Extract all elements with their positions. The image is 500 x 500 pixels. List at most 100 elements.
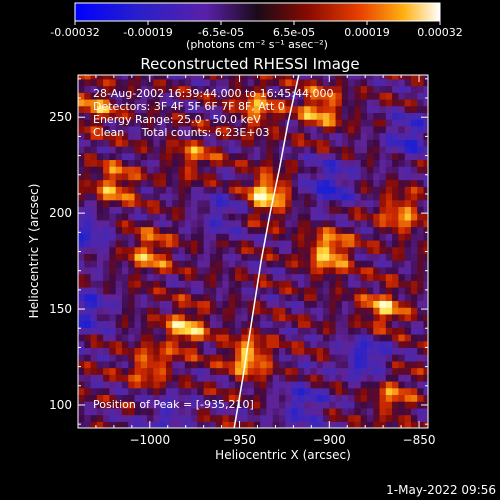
heatmap-cell xyxy=(354,387,362,396)
heatmap-cell xyxy=(366,206,374,214)
heatmap-cell xyxy=(348,407,356,416)
heatmap-cell xyxy=(379,112,387,120)
heatmap-cell xyxy=(178,273,186,281)
heatmap-cell xyxy=(78,407,85,416)
heatmap-cell xyxy=(335,407,343,416)
heatmap-cell xyxy=(285,381,293,389)
heatmap-cell xyxy=(197,327,205,335)
heatmap-cell xyxy=(366,407,374,416)
heatmap-cell xyxy=(165,367,173,375)
heatmap-cell xyxy=(247,280,255,288)
heatmap-cell xyxy=(153,233,161,241)
heatmap-cell xyxy=(84,360,92,369)
heatmap-cell xyxy=(140,112,148,120)
heatmap-cell xyxy=(134,340,142,349)
heatmap-cell xyxy=(341,125,349,134)
heatmap-cell xyxy=(165,286,173,295)
heatmap-cell xyxy=(392,320,399,328)
heatmap-cell xyxy=(159,105,167,114)
heatmap-cell xyxy=(84,219,92,228)
heatmap-cell xyxy=(153,414,161,422)
heatmap-cell xyxy=(404,166,412,174)
heatmap-cell xyxy=(121,367,129,375)
heatmap-cell xyxy=(329,152,337,161)
heatmap-cell xyxy=(90,152,98,161)
heatmap-cell xyxy=(96,293,104,302)
heatmap-cell xyxy=(172,401,180,409)
heatmap-cell xyxy=(285,226,293,234)
heatmap-cell xyxy=(241,166,249,174)
heatmap-cell xyxy=(109,233,117,241)
heatmap-cell xyxy=(316,280,324,288)
heatmap-cell xyxy=(184,260,192,268)
heatmap-cell xyxy=(348,313,356,322)
heatmap-cell xyxy=(103,360,111,369)
heatmap-cell xyxy=(341,300,349,308)
heatmap-cell xyxy=(392,186,399,194)
heatmap-cell xyxy=(84,105,92,114)
heatmap-cell xyxy=(178,239,186,248)
colorbar-unit-label: (photons cm⁻² s⁻¹ asec⁻²) xyxy=(186,38,328,51)
heatmap-cell xyxy=(121,387,129,396)
heatmap-cell xyxy=(398,421,406,428)
heatmap-cell xyxy=(178,105,186,114)
heatmap-cell xyxy=(191,219,198,228)
heatmap-cell xyxy=(159,75,167,80)
heatmap-cell xyxy=(96,85,104,93)
heatmap-cell xyxy=(253,300,261,308)
heatmap-cell xyxy=(172,367,180,375)
heatmap-cell xyxy=(410,354,418,362)
heatmap-cell xyxy=(134,219,142,228)
heatmap-cell xyxy=(128,78,136,87)
heatmap-cell xyxy=(360,145,368,154)
heatmap-cell xyxy=(329,172,337,181)
heatmap-cell xyxy=(260,206,268,214)
heatmap-cell xyxy=(103,280,111,288)
heatmap-cell xyxy=(348,354,356,362)
heatmap-cell xyxy=(90,266,98,275)
heatmap-cell xyxy=(266,360,274,369)
heatmap-cell xyxy=(241,313,249,322)
heatmap-cell xyxy=(140,293,148,302)
heatmap-cell xyxy=(304,85,312,93)
heatmap-cell xyxy=(78,233,85,241)
heatmap-cell xyxy=(398,300,406,308)
heatmap-cell xyxy=(285,166,293,174)
heatmap-cell xyxy=(78,374,85,382)
heatmap-cell xyxy=(260,333,268,342)
heatmap-cell xyxy=(410,333,418,342)
heatmap-cell xyxy=(304,293,312,302)
heatmap-cell xyxy=(134,273,142,281)
heatmap-cell xyxy=(410,340,418,349)
heatmap-cell xyxy=(90,213,98,221)
heatmap-cell xyxy=(228,320,236,328)
heatmap-cell xyxy=(297,374,305,382)
heatmap-cell xyxy=(147,354,154,362)
heatmap-cell xyxy=(354,139,362,147)
heatmap-cell xyxy=(373,152,381,161)
heatmap-cell xyxy=(222,246,230,255)
heatmap-cell xyxy=(253,172,261,181)
heatmap-cell xyxy=(153,92,161,100)
heatmap-cell xyxy=(272,125,280,134)
heatmap-cell xyxy=(191,226,198,234)
heatmap-cell xyxy=(297,85,305,93)
heatmap-cell xyxy=(253,360,261,369)
heatmap-cell xyxy=(84,280,92,288)
heatmap-cell xyxy=(153,333,161,342)
heatmap-cell xyxy=(404,313,412,322)
heatmap-cell xyxy=(304,401,312,409)
heatmap-cell xyxy=(348,307,356,315)
heatmap-cell xyxy=(279,273,286,281)
heatmap-cell xyxy=(423,367,428,375)
heatmap-cell xyxy=(172,387,180,396)
heatmap-cell xyxy=(121,407,129,416)
heatmap-cell xyxy=(410,166,418,174)
heatmap-cell xyxy=(103,421,111,428)
heatmap-cell xyxy=(385,192,393,201)
heatmap-cell xyxy=(172,125,180,134)
heatmap-cell xyxy=(178,333,186,342)
heatmap-cell xyxy=(128,179,136,187)
heatmap-cell xyxy=(404,226,412,234)
heatmap-cell xyxy=(228,273,236,281)
